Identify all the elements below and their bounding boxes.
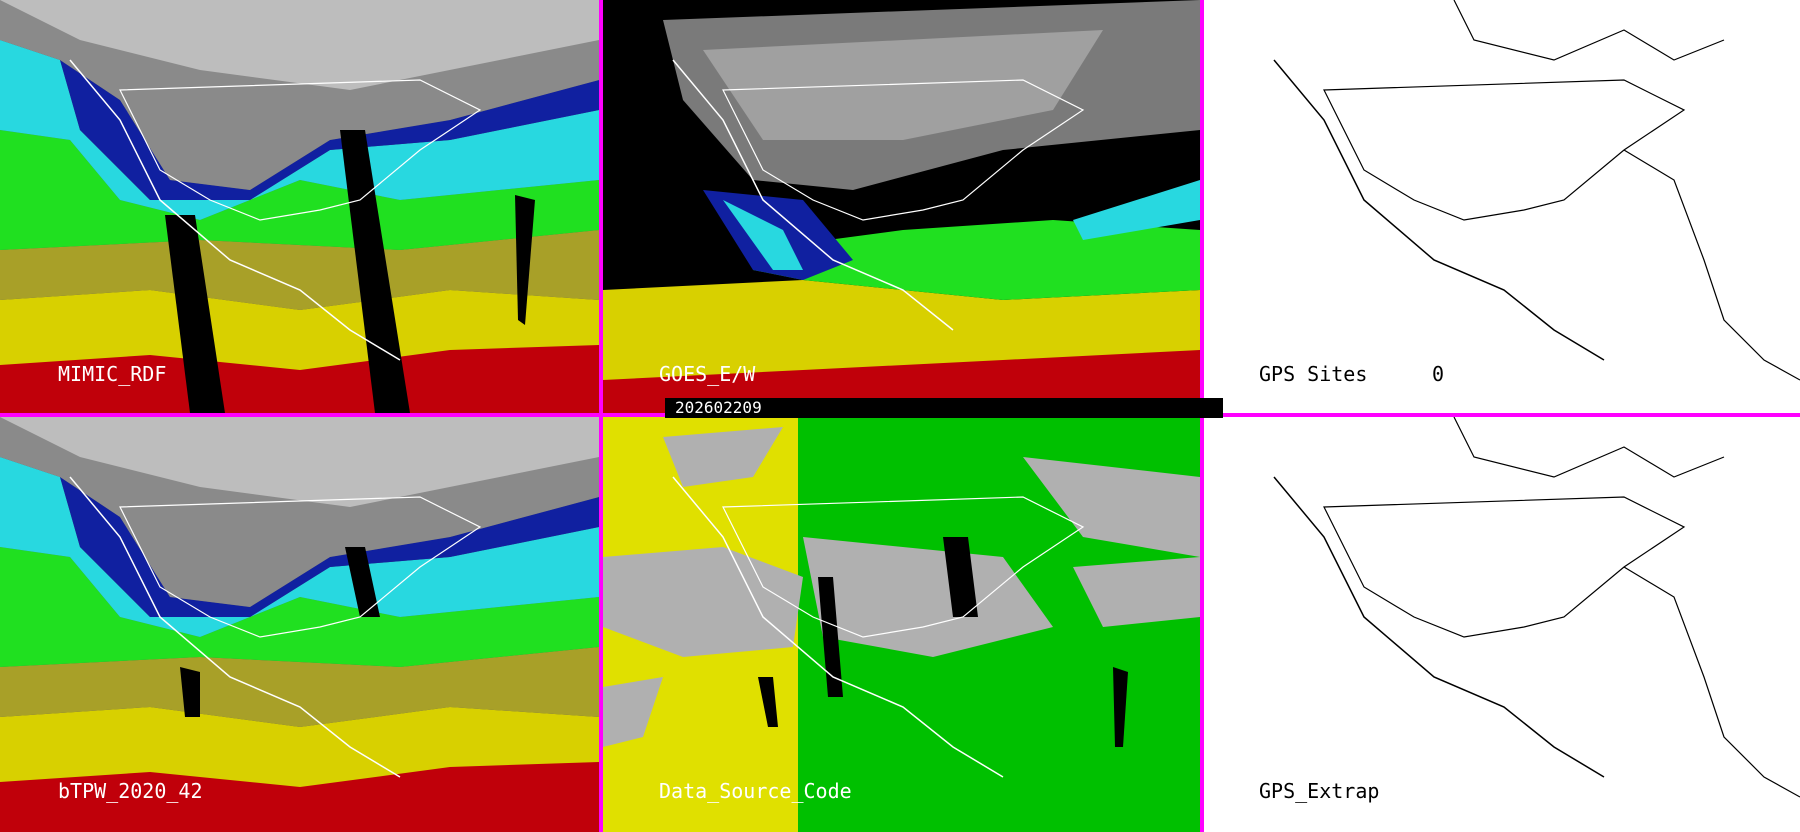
gps-extrap-map <box>1204 417 1800 832</box>
panel-gps-sites[interactable]: GPS Sites 0 <box>1204 0 1800 413</box>
panel-goes-label: GOES_E/W <box>659 362 756 386</box>
panel-gps-sites-label: GPS Sites <box>1259 362 1368 386</box>
btpw-map <box>0 417 599 832</box>
panel-goes[interactable]: GOES_E/W <box>603 0 1200 413</box>
date-strip: 202602209 <box>665 398 1223 418</box>
data-source-code-map <box>603 417 1200 832</box>
panel-mimic-rdf[interactable]: MIMIC_RDF <box>0 0 599 413</box>
gps-sites-map <box>1204 0 1800 413</box>
mimic-rdf-map <box>0 0 599 413</box>
panel-btpw-label: bTPW_2020_42 <box>58 779 203 803</box>
panel-dsc-label: Data_Source_Code <box>659 779 852 803</box>
panel-mimic-label: MIMIC_RDF <box>58 362 167 386</box>
panel-data-source-code[interactable]: Data_Source_Code <box>603 417 1200 832</box>
gps-sites-count: 0 <box>1432 362 1445 386</box>
panel-btpw[interactable]: bTPW_2020_42 <box>0 417 599 832</box>
panel-gps-extrap-label: GPS_Extrap <box>1259 779 1380 803</box>
goes-map <box>603 0 1200 413</box>
panel-gps-extrap[interactable]: GPS_Extrap <box>1204 417 1800 832</box>
